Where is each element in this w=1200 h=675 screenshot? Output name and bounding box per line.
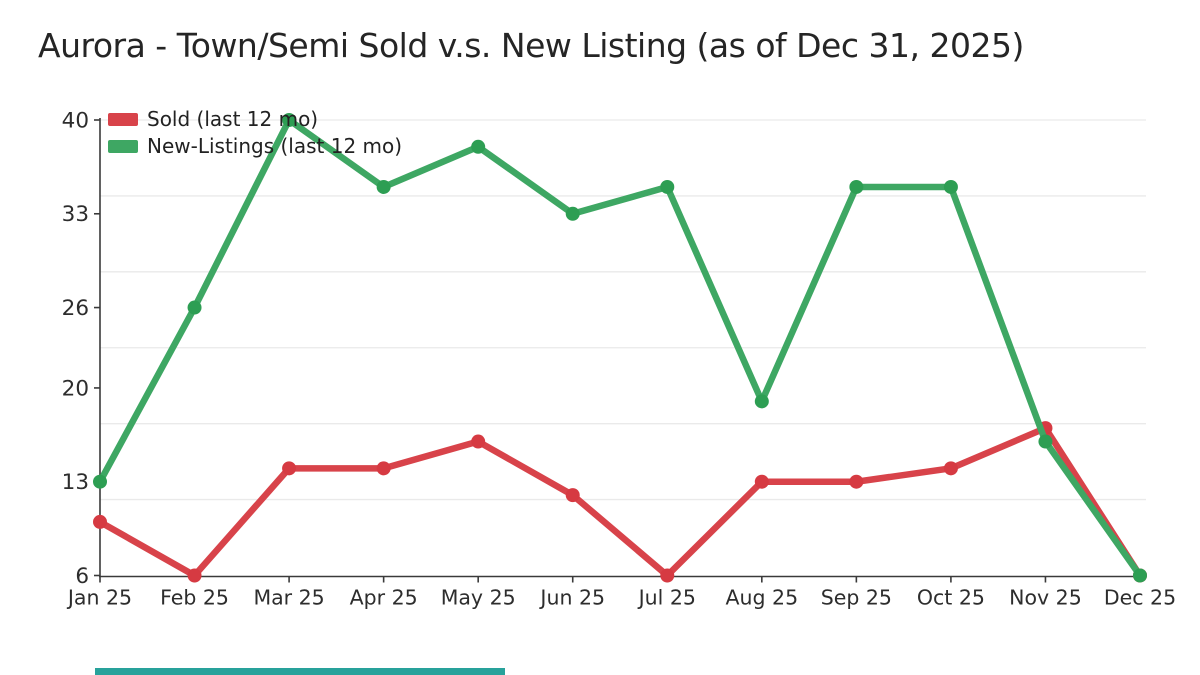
data-point-marker xyxy=(849,474,864,489)
x-tick-label: Apr 25 xyxy=(350,586,418,610)
data-point-marker xyxy=(93,474,107,489)
x-tick-label: Jul 25 xyxy=(637,586,696,610)
data-point-marker xyxy=(187,300,202,315)
legend-label-sold: Sold (last 12 mo) xyxy=(147,107,319,131)
data-point-marker xyxy=(376,179,391,194)
series-line xyxy=(96,424,1144,579)
x-tick-label: Aug 25 xyxy=(725,586,798,610)
x-tick-label: Jan 25 xyxy=(66,586,132,610)
data-point-marker xyxy=(187,568,202,583)
x-tick-label: Oct 25 xyxy=(917,586,985,610)
y-tick-labels: 6 13 20 26 33 40 xyxy=(62,108,100,589)
sold-legend-swatch-icon xyxy=(108,112,138,126)
x-tick-label: May 25 xyxy=(441,586,516,610)
y-tick-label: 6 xyxy=(75,564,89,589)
data-point-marker xyxy=(754,394,769,409)
x-tick-labels: Jan 25 Feb 25 Mar 25 Apr 25 May 25 Jun 25 Jul … xyxy=(66,576,1176,610)
y-tick-label: 20 xyxy=(62,376,89,401)
data-point-marker xyxy=(471,139,486,154)
data-point-marker xyxy=(660,179,675,194)
series-line xyxy=(96,116,1144,579)
next-chart-peek-bar xyxy=(95,668,505,675)
data-point-marker xyxy=(565,206,580,221)
y-tick-label: 26 xyxy=(62,296,89,321)
x-tick-label: Dec 25 xyxy=(1104,586,1176,610)
page-title: Aurora - Town/Semi Sold v.s. New Listing… xyxy=(38,26,1024,65)
data-point-marker xyxy=(943,461,958,476)
data-point-marker xyxy=(1038,434,1053,449)
series-sold xyxy=(93,421,1147,583)
data-point-marker xyxy=(282,113,297,127)
data-point-marker xyxy=(1133,568,1147,583)
legend-item-new-listings[interactable]: New-Listings (last 12 mo) xyxy=(108,134,402,158)
y-tick-label: 13 xyxy=(62,470,89,495)
legend-label-new-listings: New-Listings (last 12 mo) xyxy=(147,134,403,158)
y-tick-label: 40 xyxy=(62,108,89,133)
data-point-marker xyxy=(565,488,580,503)
data-point-marker xyxy=(660,568,675,583)
chart-legend: Sold (last 12 mo) New-Listings (last 12 … xyxy=(108,107,402,158)
data-point-marker xyxy=(93,514,107,529)
x-tick-label: Nov 25 xyxy=(1009,586,1082,610)
data-point-marker xyxy=(943,179,958,194)
x-tick-label: Mar 25 xyxy=(253,586,324,610)
new-listings-legend-swatch-icon xyxy=(108,139,138,153)
legend-item-sold[interactable]: Sold (last 12 mo) xyxy=(108,107,402,131)
data-point-marker xyxy=(471,434,486,449)
series-new-listings xyxy=(93,113,1147,583)
y-tick-label: 33 xyxy=(62,202,89,227)
data-point-marker xyxy=(849,179,864,194)
data-point-marker xyxy=(754,474,769,489)
x-tick-label: Jun 25 xyxy=(538,586,605,610)
data-point-marker xyxy=(282,461,297,476)
x-tick-label: Sep 25 xyxy=(821,586,892,610)
axes xyxy=(99,118,1146,578)
data-point-marker xyxy=(376,461,391,476)
x-tick-label: Feb 25 xyxy=(160,586,229,610)
y-gridlines xyxy=(100,119,1146,501)
